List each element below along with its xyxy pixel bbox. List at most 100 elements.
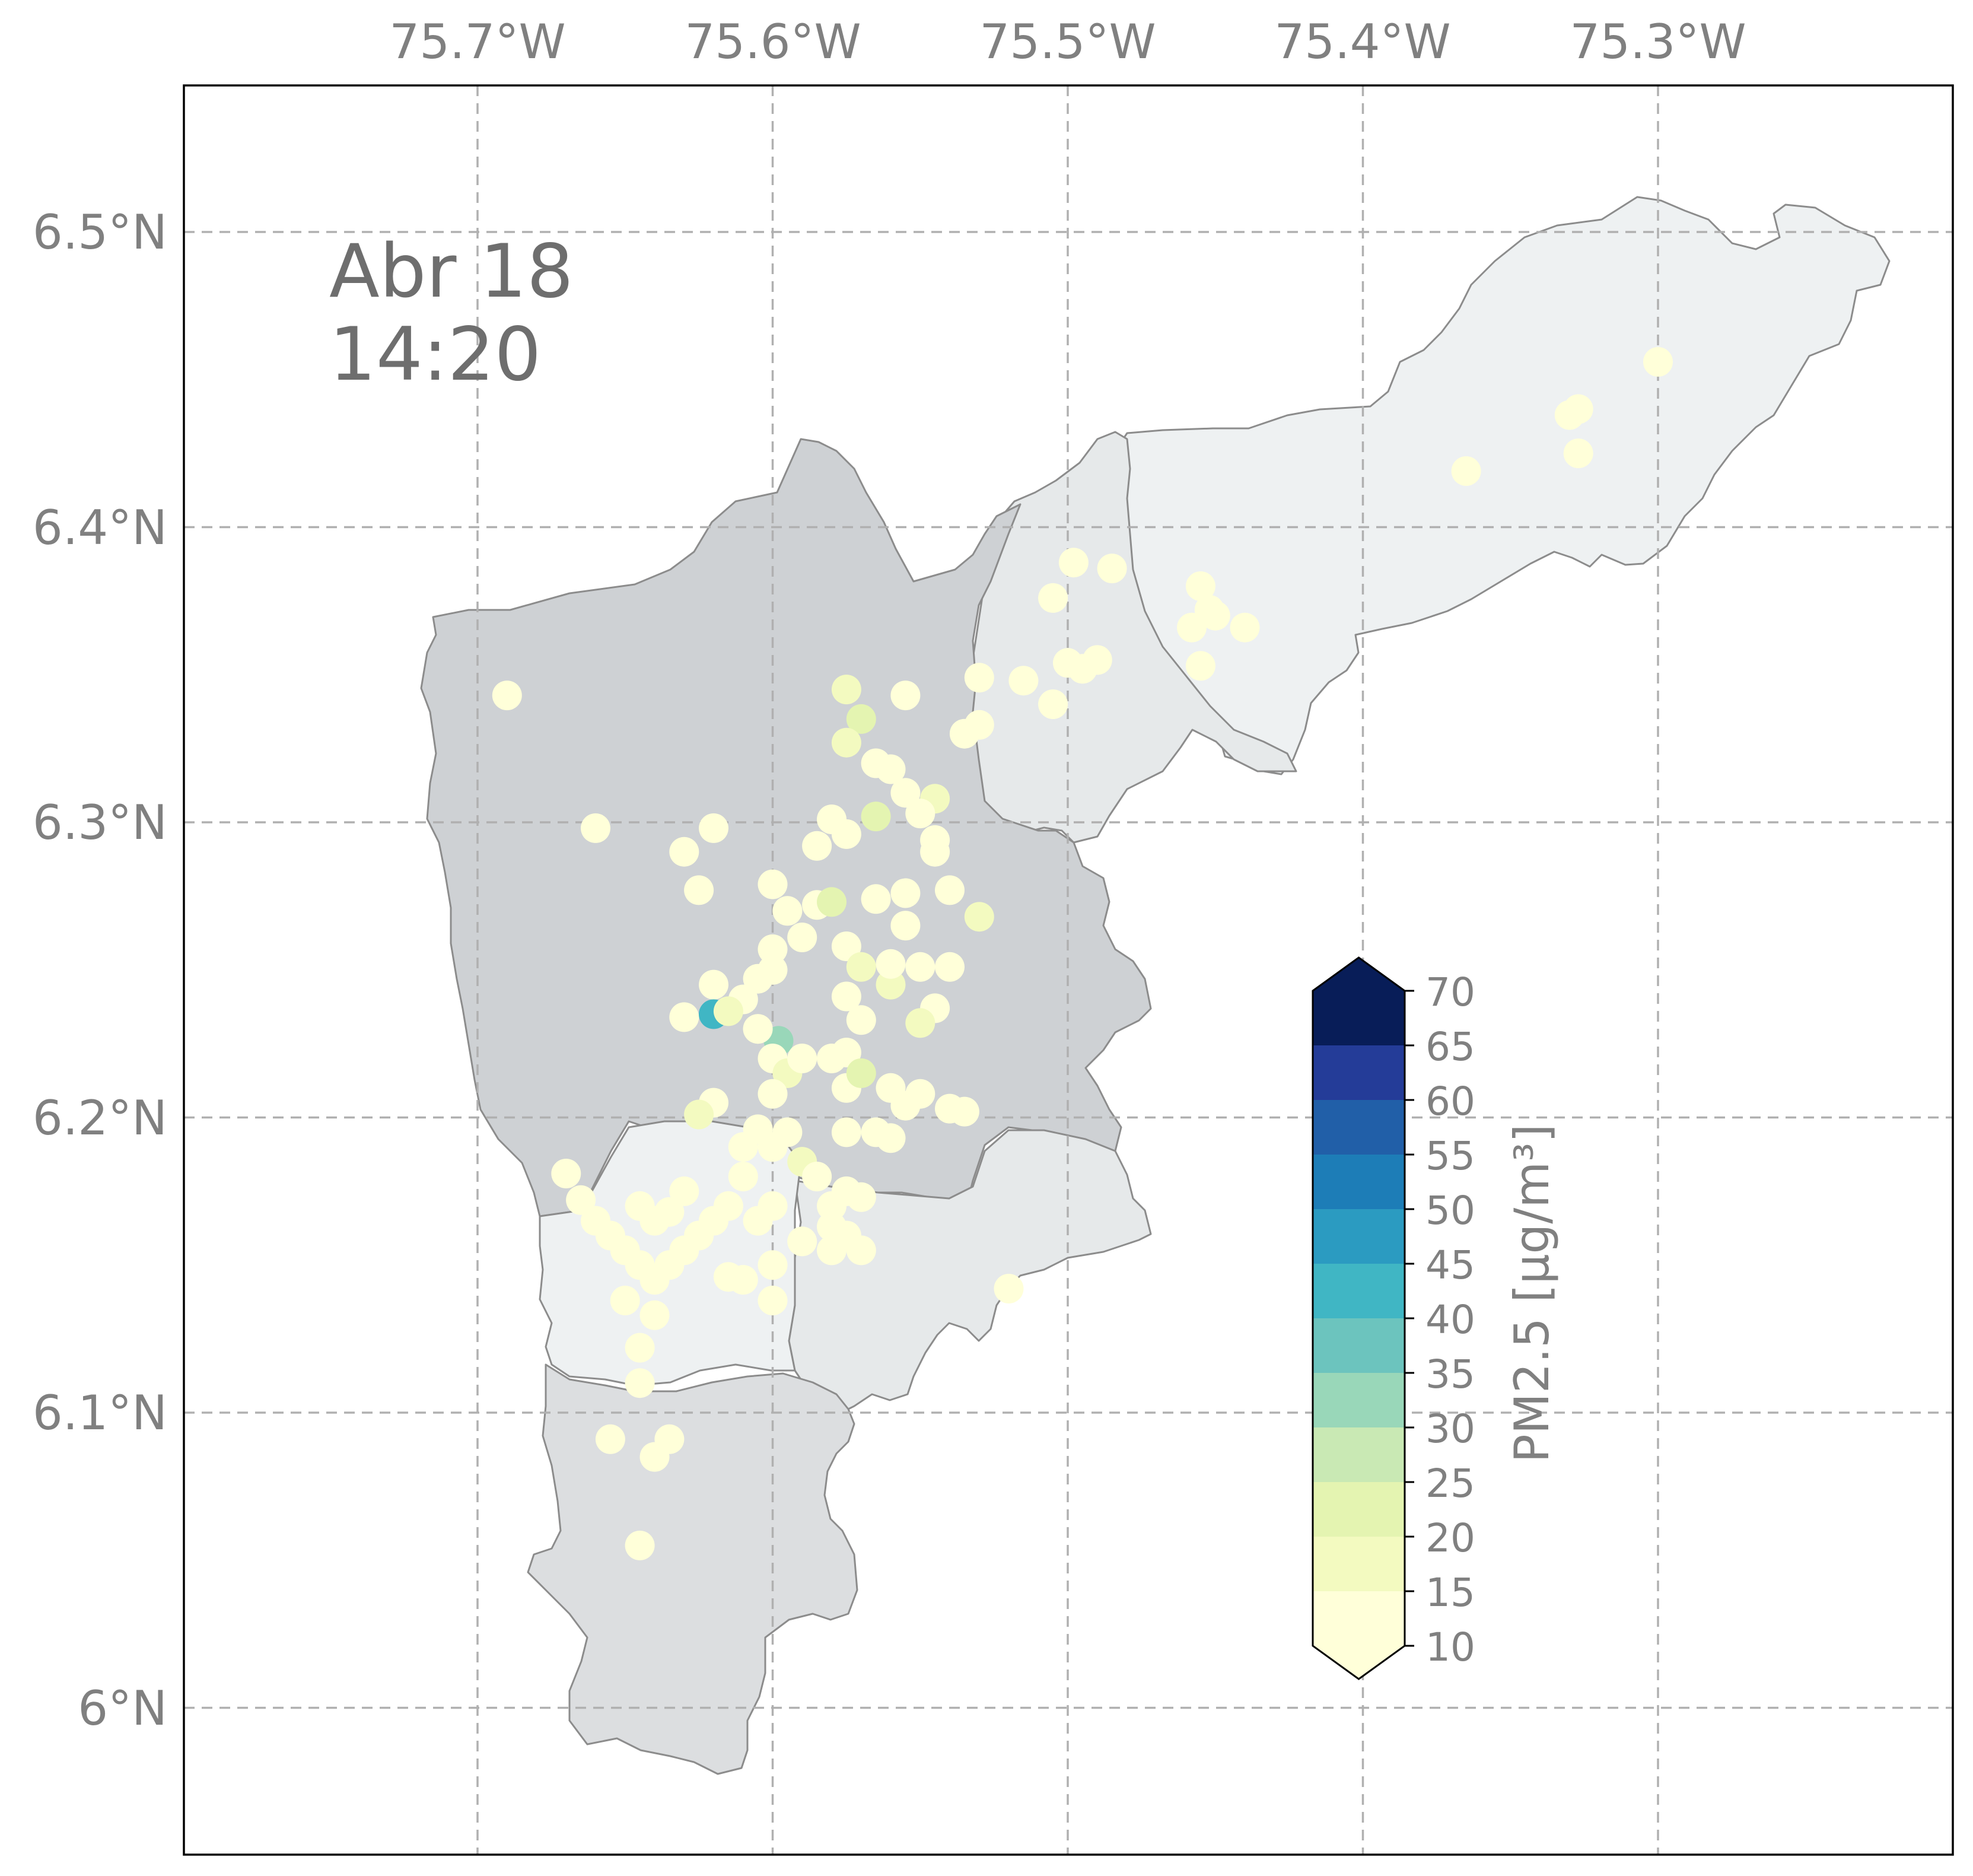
station-marker <box>831 1038 861 1067</box>
station-marker <box>890 878 921 908</box>
station-marker <box>817 1235 847 1265</box>
station-marker <box>639 1300 670 1330</box>
colorbar-segment <box>1313 1591 1405 1646</box>
station-marker <box>787 1044 817 1073</box>
station-marker <box>610 1286 640 1315</box>
region-sur <box>527 1363 858 1775</box>
station-marker <box>994 1274 1024 1303</box>
lat-tick-6-4: 6.4°N <box>33 500 167 555</box>
station-marker <box>758 1286 788 1315</box>
station-marker <box>743 1206 773 1236</box>
gridlines <box>184 85 1953 1855</box>
station-marker <box>817 805 847 834</box>
station-marker <box>846 1235 876 1265</box>
station-marker <box>905 799 935 829</box>
station-marker <box>566 1185 596 1215</box>
station-marker <box>758 869 788 899</box>
colorbar-tick-55: 55 <box>1425 1133 1475 1179</box>
station-marker <box>1563 394 1593 424</box>
station-marker <box>669 1176 699 1206</box>
colorbar-segment <box>1313 1482 1405 1537</box>
colorbar-tick-35: 35 <box>1425 1352 1475 1397</box>
colorbar-tick-70: 70 <box>1425 969 1475 1015</box>
station-marker <box>581 1206 610 1236</box>
station-marker <box>639 1442 670 1472</box>
station-marker <box>625 1368 655 1398</box>
station-marker <box>595 1424 625 1454</box>
station-marker <box>1038 583 1068 613</box>
lon-tick-75-7: 75.7°W <box>389 14 565 69</box>
station-marker <box>846 1005 876 1035</box>
lon-tick-75-4: 75.4°W <box>1274 14 1450 69</box>
station-marker <box>492 681 522 711</box>
lat-tick-6-1: 6.1°N <box>33 1385 167 1441</box>
station-marker <box>964 902 994 932</box>
station-marker <box>1451 456 1481 486</box>
station-marker <box>846 1058 876 1088</box>
station-marker <box>1185 651 1215 681</box>
station-marker <box>846 704 876 734</box>
colorbar-tick-50: 50 <box>1425 1188 1475 1233</box>
colorbar-tick-20: 20 <box>1425 1515 1475 1561</box>
station-marker <box>1230 612 1260 643</box>
station-marker <box>831 981 861 1012</box>
colorbar-segment <box>1313 1155 1405 1209</box>
station-marker <box>846 952 876 982</box>
station-marker <box>1082 645 1112 675</box>
station-marker <box>654 1197 685 1227</box>
station-marker <box>831 727 861 758</box>
colorbar-tick-labels: 10 15 20 25 30 35 40 45 50 55 60 65 70 <box>1425 969 1475 1670</box>
station-marker <box>861 884 891 914</box>
station-marker <box>581 813 610 843</box>
station-marker <box>876 969 906 1000</box>
lon-tick-labels: 75.7°W 75.6°W 75.5°W 75.4°W 75.3°W <box>389 14 1746 69</box>
station-marker <box>831 675 861 705</box>
station-marker <box>713 996 743 1026</box>
station-marker <box>1200 600 1230 631</box>
station-marker <box>876 1123 906 1153</box>
lat-tick-labels: 6.5°N 6.4°N 6.3°N 6.2°N 6.1°N 6°N <box>33 205 167 1736</box>
station-marker <box>1038 689 1068 719</box>
colorbar-tick-25: 25 <box>1425 1461 1475 1506</box>
lon-tick-75-5: 75.5°W <box>979 14 1156 69</box>
station-marker <box>890 778 921 808</box>
colorbar-segment <box>1313 991 1405 1045</box>
station-marker <box>758 1250 788 1280</box>
station-marker <box>876 754 906 784</box>
station-marker <box>551 1159 581 1188</box>
station-marker <box>949 718 979 749</box>
station-marker <box>802 1162 832 1191</box>
colorbar-segment <box>1313 1209 1405 1264</box>
station-marker <box>905 952 935 982</box>
station-marker <box>949 1096 979 1127</box>
colorbar-segment <box>1313 1264 1405 1318</box>
station-marker <box>846 1182 876 1212</box>
station-marker <box>935 952 965 982</box>
colorbar-tick-65: 65 <box>1425 1024 1475 1070</box>
station-marker <box>817 887 847 917</box>
station-marker <box>787 923 817 952</box>
lat-tick-6-2: 6.2°N <box>33 1090 167 1146</box>
station-marker <box>890 681 921 711</box>
station-marker <box>1643 346 1673 377</box>
station-marker <box>831 1117 861 1147</box>
timestamp-time: 14:20 <box>329 312 541 398</box>
station-marker <box>684 875 714 905</box>
station-marker <box>713 1262 743 1292</box>
station-marker <box>772 1117 803 1147</box>
colorbar-segment <box>1313 1100 1405 1155</box>
station-marker <box>772 896 803 926</box>
lat-tick-6-3: 6.3°N <box>33 795 167 850</box>
lon-tick-75-6: 75.6°W <box>685 14 861 69</box>
station-marker <box>964 663 994 693</box>
station-marker <box>876 949 906 979</box>
station-marker <box>935 875 965 905</box>
colorbar-extend-max <box>1313 958 1405 991</box>
station-marker <box>802 831 832 861</box>
station-marker <box>905 1079 935 1109</box>
colorbar-tick-10: 10 <box>1425 1624 1475 1670</box>
station-marker <box>1185 571 1215 601</box>
station-marker <box>787 1226 817 1257</box>
station-marker <box>1563 438 1593 469</box>
